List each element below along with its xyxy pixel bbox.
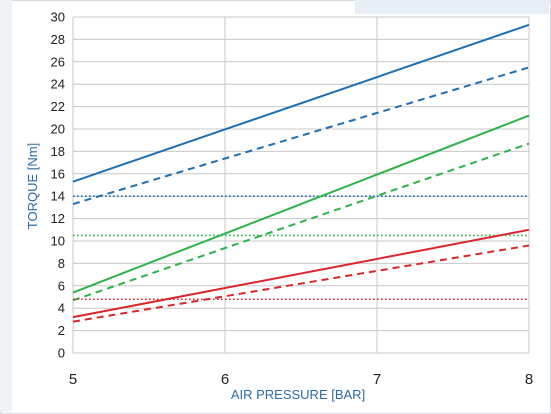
y-tick-label: 14	[51, 189, 65, 204]
y-tick-label: 28	[51, 32, 65, 47]
x-tick-label: 5	[69, 371, 77, 388]
y-tick-label: 8	[58, 256, 65, 271]
series-line-solid	[72, 228, 530, 319]
y-axis-label: TORQUE [Nm]	[25, 143, 40, 229]
top-right-strip	[355, 0, 549, 14]
x-axis-label: AIR PRESSURE [BAR]	[231, 387, 365, 402]
y-tick-label: 22	[51, 99, 65, 114]
series-lines	[72, 23, 530, 323]
y-tick-label: 0	[58, 346, 65, 361]
y-tick-label: 26	[51, 54, 65, 69]
gridlines	[72, 16, 530, 354]
y-tick-label: 2	[58, 323, 65, 338]
left-margin-strip	[0, 0, 12, 412]
y-tick-label: 10	[51, 234, 65, 249]
series-line-dashed	[72, 66, 530, 205]
y-tick-label: 6	[58, 278, 65, 293]
x-tick-label: 6	[221, 371, 229, 388]
y-tick-label: 4	[58, 301, 65, 316]
y-tick-label: 16	[51, 166, 65, 181]
series-line-solid	[72, 23, 530, 183]
series-line-dashed	[72, 244, 530, 323]
y-tick-label: 20	[51, 122, 65, 137]
y-tick-label: 18	[51, 144, 65, 159]
series-line-solid	[72, 114, 530, 294]
y-tick-label: 30	[51, 10, 65, 25]
series-line-dashed	[72, 142, 530, 302]
x-tick-label: 7	[373, 371, 381, 388]
y-tick-label: 12	[51, 211, 65, 226]
y-tick-label: 24	[51, 77, 65, 92]
x-tick-labels: 5 6 7 8	[69, 371, 533, 388]
x-tick-label: 8	[525, 371, 533, 388]
